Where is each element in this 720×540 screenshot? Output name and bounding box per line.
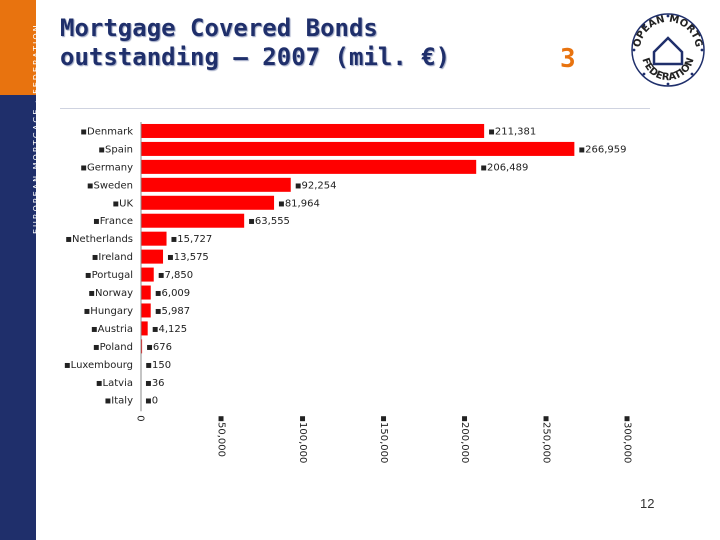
bar-spain	[141, 141, 575, 156]
value-label: ▪81,964	[278, 198, 320, 209]
title-divider	[60, 108, 650, 109]
house-icon	[652, 36, 684, 66]
page-number: 12	[640, 496, 655, 511]
value-label: ▪4,125	[152, 324, 187, 335]
slide-number: 3	[560, 44, 576, 74]
category-label: ▪Austria	[91, 324, 133, 335]
bar-germany	[141, 159, 477, 174]
bar-netherlands	[141, 231, 167, 246]
bar-france	[141, 213, 245, 228]
value-label: ▪36	[145, 378, 165, 389]
value-label: ▪150	[145, 360, 171, 371]
category-label: ▪Denmark	[80, 126, 133, 137]
category-label: ▪Ireland	[92, 252, 133, 263]
sidebar-orange-block	[0, 0, 36, 95]
x-tick-label: ▪300,000	[622, 415, 633, 463]
category-label: ▪France	[93, 216, 133, 227]
x-tick-label: ▪150,000	[378, 415, 389, 463]
bar-denmark	[141, 123, 485, 138]
category-label: ▪Sweden	[87, 180, 133, 191]
value-label: ▪13,575	[167, 252, 209, 263]
category-label: ▪Luxembourg	[64, 360, 133, 371]
x-tick-label: 0	[135, 415, 146, 421]
bar-portugal	[141, 267, 154, 282]
title-line-2: outstanding – 2007 (mil. €)	[60, 43, 451, 71]
sidebar: EUROPEAN MORTGAGE · FEDERATION	[0, 0, 41, 540]
value-label: ▪5,987	[155, 306, 190, 317]
bar-sweden	[141, 177, 291, 192]
x-tick-label: ▪50,000	[216, 415, 227, 457]
category-label: ▪Latvia	[96, 378, 133, 389]
category-label: ▪Germany	[80, 162, 133, 173]
value-label: ▪63,555	[248, 216, 290, 227]
x-tick-label: ▪200,000	[459, 415, 470, 463]
category-label: ▪Spain	[98, 144, 133, 155]
category-label: ▪Netherlands	[65, 234, 133, 245]
bar-norway	[141, 285, 151, 300]
bar-ireland	[141, 249, 164, 264]
value-label: ▪266,959	[578, 144, 626, 155]
category-label: ▪Poland	[93, 342, 133, 353]
x-tick-label: ▪250,000	[540, 415, 551, 463]
bar-hungary	[141, 303, 151, 318]
value-label: ▪92,254	[295, 180, 337, 191]
value-label: ▪7,850	[158, 270, 193, 281]
value-label: ▪15,727	[171, 234, 213, 245]
category-label: ▪Hungary	[84, 306, 134, 317]
value-label: ▪676	[146, 342, 172, 353]
category-label: ▪Italy	[105, 396, 134, 407]
value-label: ▪6,009	[155, 288, 190, 299]
category-label: ▪UK	[112, 198, 133, 209]
sidebar-navy-block	[0, 95, 36, 540]
category-label: ▪Portugal	[85, 270, 133, 281]
value-label: ▪211,381	[488, 126, 536, 137]
category-label: ▪Norway	[88, 288, 133, 299]
bar-austria	[141, 321, 148, 336]
x-tick-label: ▪100,000	[297, 415, 308, 463]
page-title: Mortgage Covered Bonds outstanding – 200…	[60, 14, 540, 72]
value-label: ▪206,489	[480, 162, 528, 173]
bar-poland	[141, 339, 143, 354]
bar-uk	[141, 195, 275, 210]
title-line-1: Mortgage Covered Bonds	[60, 14, 378, 42]
emf-logo: EUROPEAN MORTGAGE FEDERATION	[630, 12, 705, 87]
value-label: ▪0	[145, 396, 158, 407]
